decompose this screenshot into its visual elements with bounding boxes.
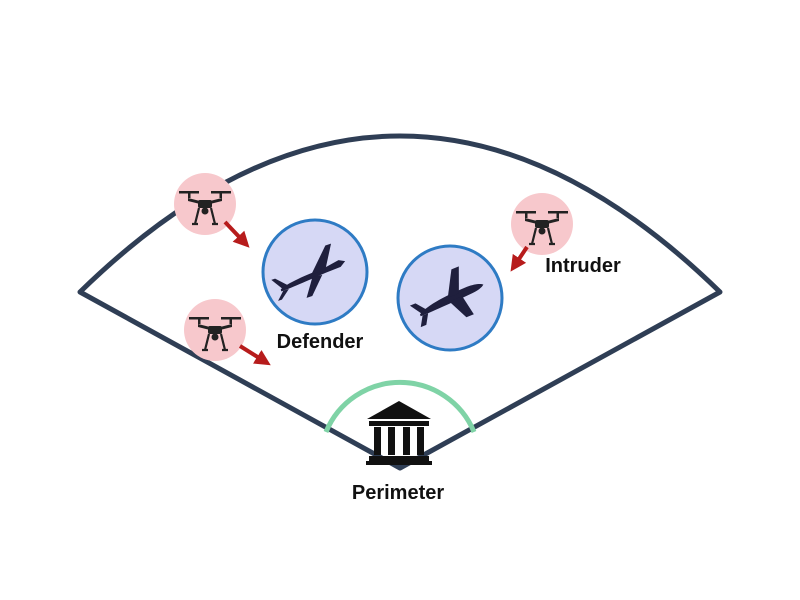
intruder-drone-bottom-left <box>184 299 246 361</box>
defender-uav-right <box>396 244 504 352</box>
defender-label: Defender <box>277 331 364 353</box>
arrow-icon <box>510 245 529 272</box>
defender-uav-left <box>261 218 369 326</box>
intruder-label: Intruder <box>545 255 621 277</box>
fixed-wing-uav-icon <box>409 266 484 328</box>
intruder-drone-top-left <box>174 173 236 235</box>
arrow-icon <box>223 220 250 248</box>
sector-outline <box>77 133 723 471</box>
arrow-icon <box>238 344 271 366</box>
building-icon <box>366 401 432 465</box>
perimeter-arc <box>323 379 477 433</box>
intruder-drone-right <box>511 193 573 255</box>
perimeter-label: Perimeter <box>352 482 444 504</box>
fixed-wing-uav-icon <box>271 243 346 301</box>
